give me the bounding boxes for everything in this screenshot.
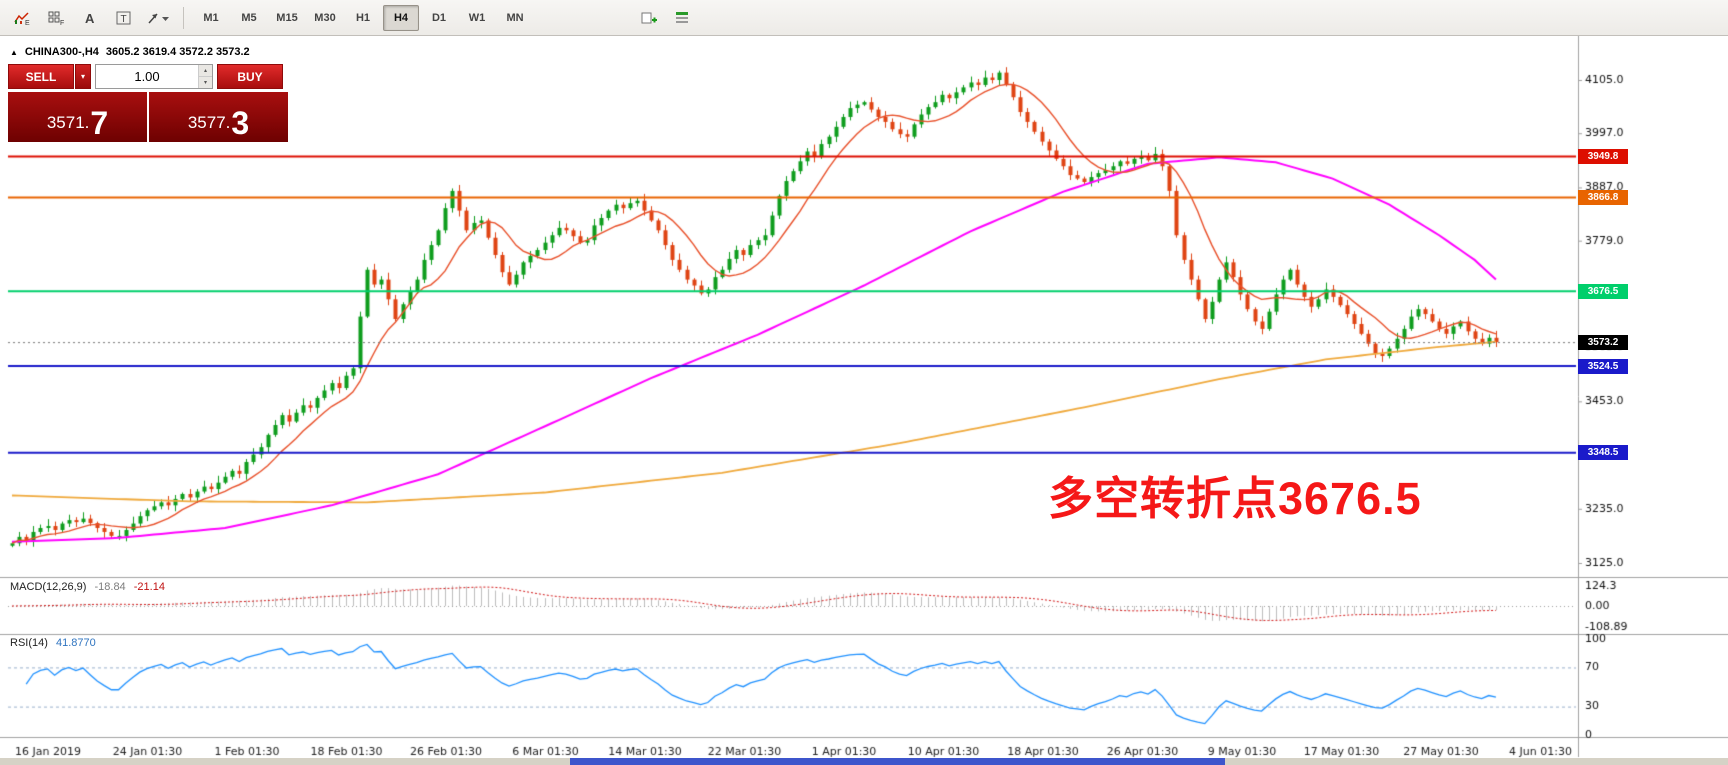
buy-price-display[interactable]: 3577. 3: [149, 92, 288, 142]
text-box-icon[interactable]: T: [108, 4, 140, 32]
one-click-trading-panel: SELL ▾ ▴ ▾ BUY 3571. 7 3577. 3: [8, 64, 290, 142]
volume-spinner: ▴ ▾: [198, 65, 212, 88]
volume-input[interactable]: [96, 65, 198, 88]
timeframe-d1[interactable]: D1: [431, 11, 447, 24]
template-icon[interactable]: [667, 4, 699, 32]
price-tag: 3524.5: [1578, 358, 1628, 374]
indicators-icon[interactable]: E: [6, 4, 38, 32]
volume-box: ▴ ▾: [95, 64, 213, 89]
ohlc-values: 3605.2 3619.4 3572.2 3573.2: [105, 46, 250, 58]
timeframe-m1[interactable]: M1: [203, 11, 219, 24]
price-tag: 3348.5: [1578, 445, 1628, 461]
macd-value-signal: -21.14: [133, 581, 165, 593]
timeframe-button-group: M1 M5 M15 M30 H1 H4 D1 W1 MN: [193, 4, 533, 31]
volume-increase-button[interactable]: ▴: [199, 65, 212, 77]
timeframe-w1[interactable]: W1: [468, 11, 486, 24]
chart-header: ▲ CHINA300-,H4 3605.2 3619.4 3572.2 3573…: [10, 46, 250, 58]
sell-price-display[interactable]: 3571. 7: [8, 92, 147, 142]
sell-price-int: 3571.: [46, 113, 90, 132]
sell-price-decimal: 7: [90, 104, 109, 141]
toolbar: E F A T M1 M5 M15 M30 H1 H4 D1 W1 MN: [0, 0, 1728, 36]
timeframe-m5[interactable]: M5: [241, 11, 257, 24]
chart-annotation-text: 多空转折点3676.5: [1048, 473, 1422, 524]
timeframe-h1[interactable]: H1: [355, 11, 371, 24]
rsi-value: 41.8770: [55, 637, 96, 649]
volume-dropdown-button[interactable]: ▾: [75, 64, 91, 89]
text-label-icon[interactable]: A: [74, 4, 106, 32]
buy-price-decimal: 3: [231, 104, 250, 141]
symbol-label: CHINA300-,H4: [24, 46, 99, 58]
volume-decrease-button[interactable]: ▾: [199, 77, 212, 88]
svg-text:E: E: [25, 20, 30, 26]
chart-canvas[interactable]: [0, 36, 1728, 765]
price-tag: 3949.8: [1578, 148, 1628, 164]
chevron-down-icon: ▾: [80, 72, 85, 81]
svg-text:A: A: [85, 11, 95, 26]
new-object-icon[interactable]: [633, 4, 665, 32]
svg-text:T: T: [121, 14, 127, 25]
horizontal-scrollbar[interactable]: [0, 758, 1728, 765]
rsi-name: RSI(14): [10, 637, 48, 649]
toolbar-separator: [183, 6, 184, 29]
macd-indicator-label: MACD(12,26,9) -18.84 -21.14: [10, 581, 165, 593]
scrollbar-thumb[interactable]: [570, 758, 1225, 765]
window-expand-icon[interactable]: ▲: [10, 47, 18, 57]
svg-text:F: F: [60, 20, 64, 26]
price-tag: 3573.2: [1578, 334, 1628, 350]
buy-price-int: 3577.: [187, 113, 231, 132]
grid-icon[interactable]: F: [40, 4, 72, 32]
macd-name: MACD(12,26,9): [10, 581, 87, 593]
draw-tools-icon[interactable]: [142, 4, 174, 32]
sell-button[interactable]: SELL: [8, 64, 74, 89]
rsi-indicator-label: RSI(14) 41.8770: [10, 637, 96, 649]
macd-value-main: -18.84: [94, 581, 126, 593]
toolbar-icon-group-right: [633, 4, 699, 32]
timeframe-h4[interactable]: H4: [383, 4, 419, 31]
price-tag: 3866.8: [1578, 189, 1628, 205]
price-tag: 3676.5: [1578, 283, 1628, 299]
timeframe-m30[interactable]: M30: [314, 11, 336, 24]
buy-button[interactable]: BUY: [217, 64, 283, 89]
timeframe-m15[interactable]: M15: [276, 11, 298, 24]
timeframe-mn[interactable]: MN: [506, 11, 524, 24]
chart-window: ▲ CHINA300-,H4 3605.2 3619.4 3572.2 3573…: [0, 36, 1728, 765]
